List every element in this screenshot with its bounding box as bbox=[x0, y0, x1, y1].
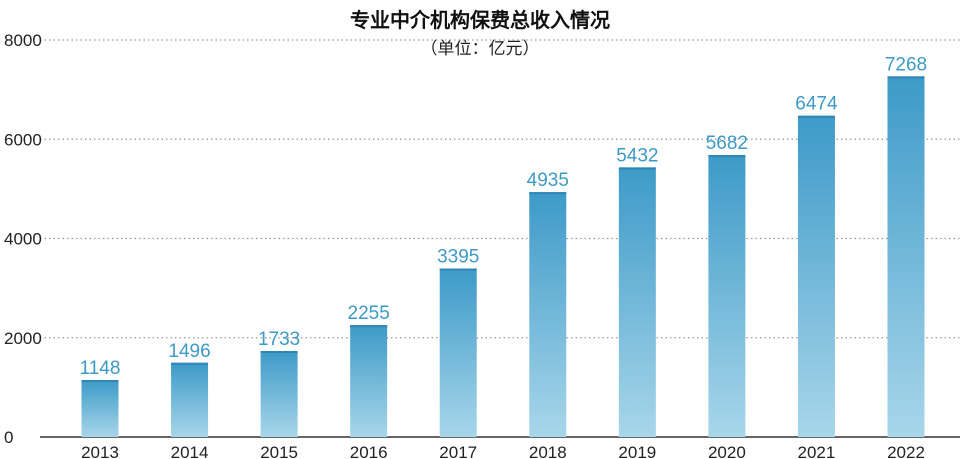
bar bbox=[81, 380, 119, 437]
data-label: 5432 bbox=[616, 145, 658, 166]
bar bbox=[171, 362, 209, 437]
y-tick-label: 6000 bbox=[4, 130, 42, 149]
bar bbox=[887, 76, 925, 437]
y-tick-label: 4000 bbox=[4, 230, 42, 249]
y-tick-label: 0 bbox=[4, 428, 13, 447]
x-tick-label: 2014 bbox=[171, 443, 209, 459]
data-label: 1148 bbox=[80, 358, 121, 379]
x-tick-label: 2018 bbox=[529, 443, 567, 459]
bar bbox=[708, 155, 746, 437]
x-tick-label: 2015 bbox=[260, 443, 298, 459]
chart-subtitle: （单位：亿元） bbox=[420, 39, 540, 59]
y-tick-label: 2000 bbox=[4, 329, 42, 348]
data-label: 7268 bbox=[885, 54, 927, 75]
data-label: 1496 bbox=[168, 341, 210, 362]
data-label: 6474 bbox=[795, 94, 838, 115]
bar bbox=[529, 192, 567, 437]
bar bbox=[439, 268, 477, 437]
x-tick-label: 2021 bbox=[798, 443, 836, 459]
data-label: 3395 bbox=[437, 247, 479, 268]
y-tick-label: 8000 bbox=[4, 31, 42, 50]
data-label: 4935 bbox=[527, 170, 569, 191]
x-tick-label: 2013 bbox=[81, 443, 119, 459]
chart-title: 专业中介机构保费总收入情况 bbox=[350, 8, 610, 32]
x-tick-label: 2022 bbox=[887, 443, 925, 459]
data-label: 5682 bbox=[706, 133, 748, 154]
bar bbox=[797, 115, 835, 437]
x-tick-label: 2016 bbox=[350, 443, 388, 459]
bar bbox=[260, 350, 298, 437]
x-tick-label: 2020 bbox=[708, 443, 746, 459]
bar bbox=[618, 167, 656, 437]
data-label: 2255 bbox=[348, 303, 390, 324]
bar bbox=[350, 325, 388, 437]
x-tick-label: 2019 bbox=[618, 443, 656, 459]
x-tick-label: 2017 bbox=[439, 443, 477, 459]
data-label: 1733 bbox=[258, 329, 300, 350]
